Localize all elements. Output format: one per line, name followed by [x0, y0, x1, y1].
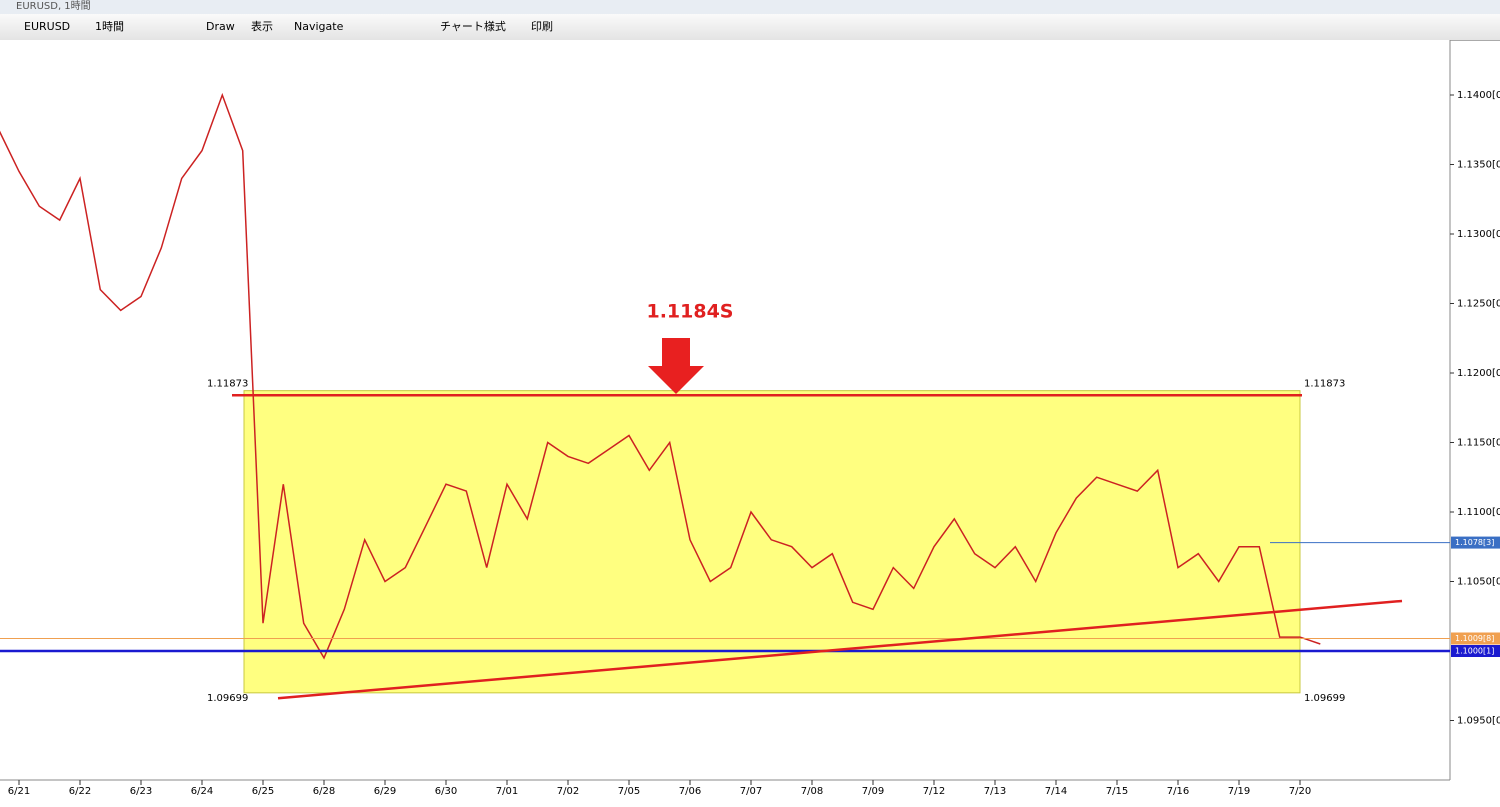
chart-style-menu[interactable]: チャート様式	[440, 20, 506, 33]
range-low-label: 1.09699	[207, 693, 248, 704]
x-tick-label: 6/29	[374, 786, 396, 797]
x-tick-label: 6/28	[313, 786, 335, 797]
x-tick-label: 7/12	[923, 786, 945, 797]
draw-menu[interactable]: Draw	[206, 20, 235, 33]
timeframe[interactable]: 1時間	[95, 20, 124, 33]
x-tick-label: 7/14	[1045, 786, 1067, 797]
toolbar: EURUSD 1時間 Draw 表示 Navigate チャート様式 印刷	[0, 14, 1500, 41]
chart: 1.11873 1.11873 1.09699 1.09699 1.1400[0] 1.1…	[0, 40, 1500, 797]
range-high-label: 1.11873	[207, 379, 248, 390]
range-box	[243, 390, 1301, 694]
x-tick-label: 7/06	[679, 786, 701, 797]
price-tag-label: 1.1000[1]	[1455, 647, 1494, 656]
x-tick-label: 7/07	[740, 786, 762, 797]
x-tick-label: 7/09	[862, 786, 884, 797]
price-line	[0, 92, 1321, 660]
arrow	[648, 338, 704, 394]
x-tick-label: 7/01	[496, 786, 518, 797]
price-tag-label: 1.1009[8]	[1455, 634, 1494, 643]
y-tick-label: 1.1100[0]	[1457, 507, 1500, 518]
y-tick-label: 1.1400[0]	[1457, 90, 1500, 101]
x-tick-label: 7/20	[1289, 786, 1311, 797]
annotation: 1.1184S	[646, 301, 733, 323]
x-tick-label: 7/05	[618, 786, 640, 797]
x-tick-label: 7/08	[801, 786, 823, 797]
price-tag	[1451, 632, 1500, 645]
x-tick-label: 6/22	[69, 786, 91, 797]
trendline	[277, 599, 1403, 700]
x-tick-label: 7/15	[1106, 786, 1128, 797]
range-high-label: 1.11873	[1304, 379, 1345, 390]
symbol[interactable]: EURUSD	[24, 20, 71, 33]
price-tag-label: 1.1078[3]	[1455, 538, 1494, 547]
x-tick-label: 6/23	[130, 786, 152, 797]
x-tick-label: 7/02	[557, 786, 579, 797]
x-tick-label: 6/24	[191, 786, 213, 797]
y-tick-label: 1.1350[0]	[1457, 160, 1500, 171]
window-title: EURUSD, 1時間	[16, 1, 91, 12]
range-low-label: 1.09699	[1304, 693, 1345, 704]
x-tick-label: 7/19	[1228, 786, 1250, 797]
price-tag	[1451, 645, 1500, 657]
title-bar: EURUSD, 1時間	[0, 0, 1500, 14]
navigate-menu[interactable]: Navigate	[294, 20, 344, 33]
y-tick-label: 1.1300[0]	[1457, 229, 1500, 240]
y-tick-label: 1.0950[0]	[1457, 716, 1500, 727]
y-tick-label: 1.1150[0]	[1457, 438, 1500, 449]
price-tag	[1451, 536, 1500, 549]
y-tick-label: 1.1200[0]	[1457, 368, 1500, 379]
y-tick-label: 1.1250[0]	[1457, 299, 1500, 310]
x-tick-label: 6/30	[435, 786, 457, 797]
print-menu[interactable]: 印刷	[531, 20, 553, 33]
x-tick-label: 7/16	[1167, 786, 1189, 797]
y-tick-label: 1.1050[0]	[1457, 577, 1500, 588]
x-tick-label: 7/13	[984, 786, 1006, 797]
x-tick-label: 6/21	[8, 786, 30, 797]
view-menu[interactable]: 表示	[251, 20, 273, 33]
x-tick-label: 6/25	[252, 786, 274, 797]
